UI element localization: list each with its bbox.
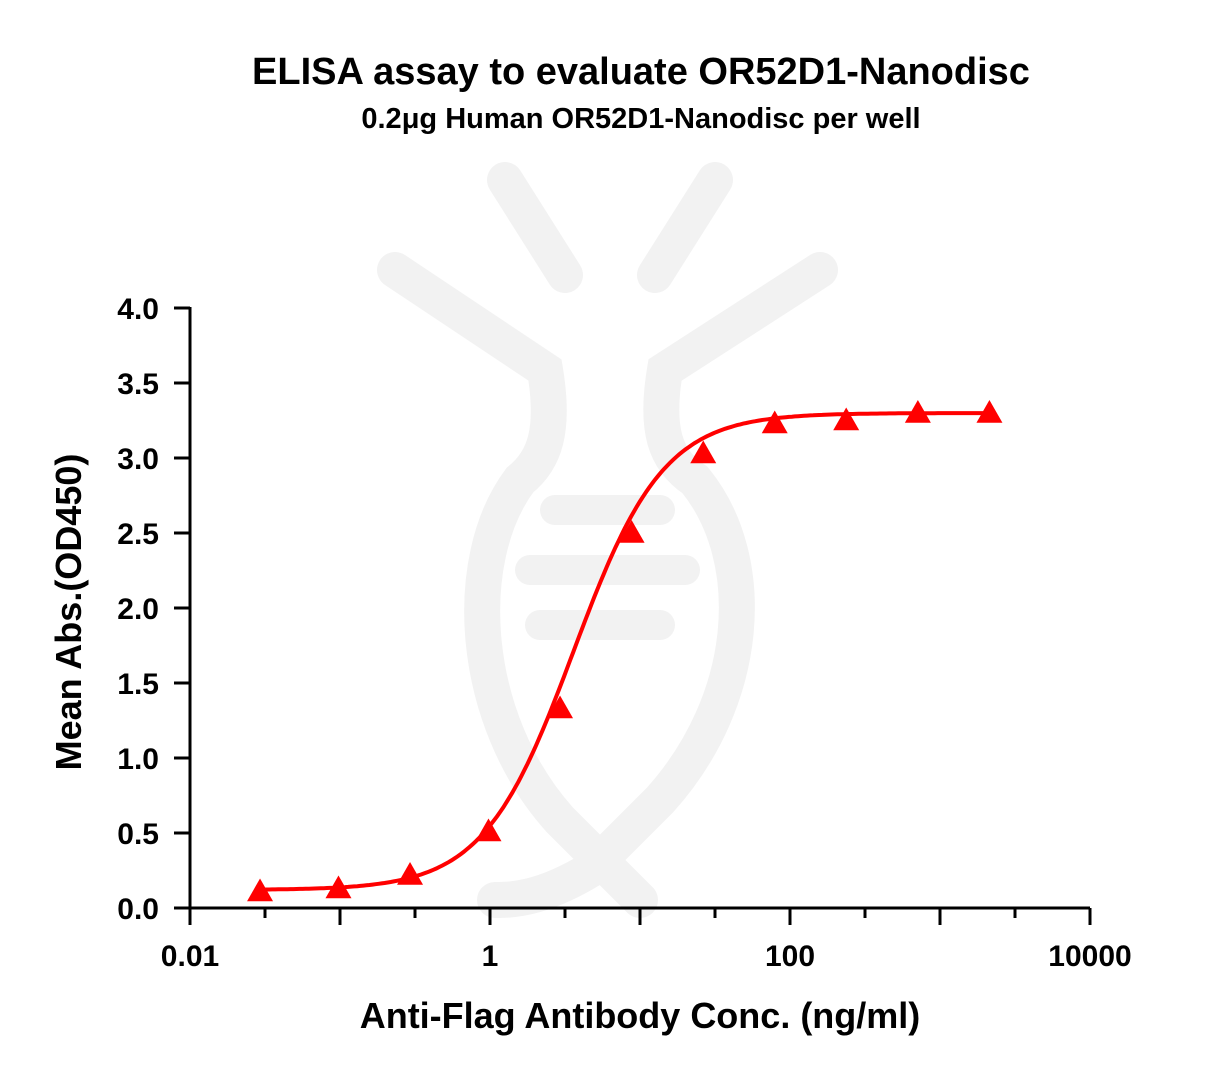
data-point-triangle [475, 818, 502, 842]
chart-subtitle: 0.2μg Human OR52D1-Nanodisc per well [361, 103, 920, 135]
x-tick-label: 0.01 [161, 940, 219, 973]
y-tick-label: 4.0 [117, 293, 159, 326]
watermark-logo [377, 162, 838, 918]
y-tick-label: 2.0 [117, 593, 159, 626]
data-point-triangle [325, 875, 352, 899]
y-ticks: 0.0 0.5 1.0 1.5 2.0 2.5 3.0 3.5 4.0 [117, 293, 190, 926]
data-point-triangle [397, 862, 424, 885]
y-tick-label: 0.5 [117, 818, 159, 851]
y-tick-label: 1.5 [117, 668, 159, 701]
x-tick-label: 10000 [1048, 940, 1131, 973]
chart-title: ELISA assay to evaluate OR52D1-Nanodisc [252, 51, 1030, 93]
data-point-triangle [904, 400, 931, 423]
data-point-triangle [976, 400, 1003, 423]
data-point-triangle [618, 520, 645, 543]
y-tick-label: 2.5 [117, 518, 159, 551]
fit-curve [259, 411, 990, 892]
y-tick-label: 1.0 [117, 743, 159, 776]
y-tick-label: 3.5 [117, 368, 159, 401]
data-point-triangle [247, 878, 274, 902]
y-axis-label: Mean Abs.(OD450) [48, 454, 89, 771]
data-point-triangle [761, 410, 788, 434]
data-points [247, 400, 1003, 902]
data-point-triangle [833, 407, 860, 431]
x-ticks: 0.01 1 100 10000 [161, 908, 1132, 973]
data-point-triangle [690, 440, 717, 464]
y-tick-label: 3.0 [117, 443, 159, 476]
x-axis-label: Anti-Flag Antibody Conc. (ng/ml) [360, 995, 921, 1036]
y-tick-label: 0.0 [117, 893, 159, 926]
x-tick-label: 100 [765, 940, 815, 973]
x-tick-label: 1 [482, 940, 499, 973]
data-point-triangle [547, 695, 574, 719]
